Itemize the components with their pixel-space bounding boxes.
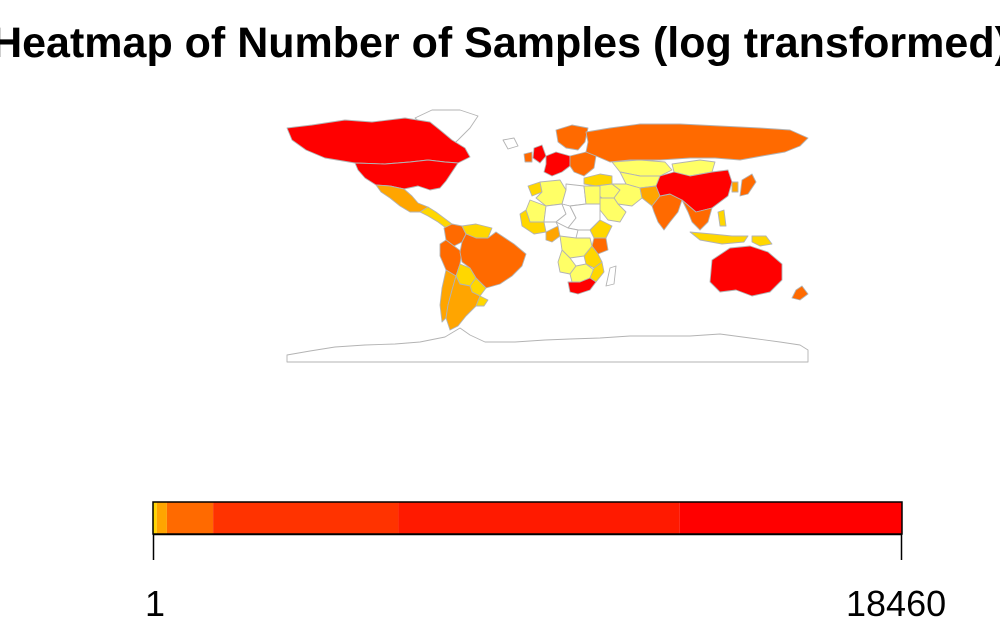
region-central-america — [419, 206, 453, 229]
legend-color-scale — [152, 501, 903, 535]
legend-color-segment — [679, 502, 902, 534]
region-kenya — [591, 237, 609, 255]
region-antarctica — [286, 327, 809, 363]
legend-color-segment — [156, 502, 167, 534]
region-madagascar — [605, 265, 617, 287]
region-ethiopia — [589, 219, 613, 239]
region-philippines — [717, 209, 727, 227]
region-russia — [585, 123, 809, 163]
region-united-states — [354, 159, 459, 191]
legend-color-segment — [153, 502, 157, 534]
region-ireland — [523, 151, 533, 163]
region-canada — [286, 117, 471, 165]
legend-axis — [152, 533, 903, 560]
region-australia — [709, 245, 783, 297]
legend-min-label: 1 — [145, 583, 166, 618]
region-uruguay — [475, 295, 489, 307]
region-cameroon — [545, 225, 561, 243]
region-algeria — [535, 179, 567, 207]
legend-max-label: 18460 — [846, 583, 947, 618]
region-libya — [561, 183, 587, 207]
region-western-europe — [543, 151, 571, 177]
region-united-kingdom — [532, 144, 547, 164]
region-southeast-asia — [681, 199, 713, 231]
region-mozambique — [589, 261, 605, 283]
region-iran — [611, 183, 643, 207]
region-scandinavia — [555, 124, 589, 151]
region-brazil — [459, 231, 527, 289]
region-china — [655, 169, 733, 213]
region-eastern-europe — [569, 151, 597, 177]
region-indonesia — [689, 231, 749, 245]
region-papua-new-guinea — [751, 235, 773, 247]
region-argentina — [445, 275, 481, 331]
region-new-zealand — [791, 285, 809, 301]
region-korea — [731, 181, 739, 193]
world-map — [286, 109, 809, 363]
region-egypt — [583, 185, 601, 205]
region-south-africa — [567, 277, 597, 295]
map-title: Heatmap of Number of Samples (log transf… — [0, 19, 1000, 67]
legend-color-segment — [398, 502, 680, 534]
legend-color-segment — [213, 502, 399, 534]
legend-color-segment — [166, 502, 214, 534]
region-iceland — [502, 137, 519, 150]
region-japan — [739, 173, 757, 197]
region-mexico — [375, 184, 429, 213]
region-west-africa — [519, 209, 547, 235]
region-saudi-arabia — [599, 197, 627, 223]
